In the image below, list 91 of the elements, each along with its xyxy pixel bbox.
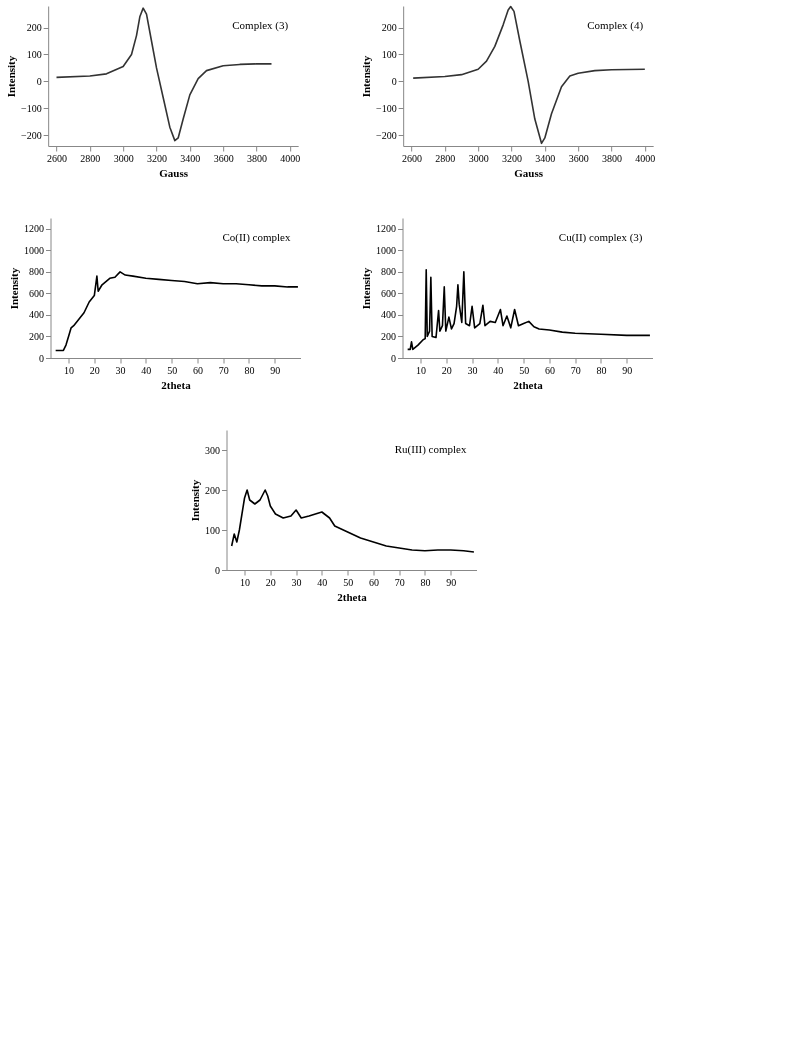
x-tick-label: 80 bbox=[596, 364, 607, 376]
x-axis-title: Gauss bbox=[159, 166, 189, 179]
x-tick-label: 20 bbox=[441, 364, 452, 376]
y-tick-label: 200 bbox=[381, 330, 396, 342]
y-axis-title: Intensity bbox=[189, 479, 201, 522]
y-axis-title: Intensity bbox=[5, 55, 18, 98]
y-tick-label: −200 bbox=[21, 129, 42, 141]
y-tick-label: 0 bbox=[215, 564, 220, 576]
x-tick-label: 80 bbox=[420, 576, 431, 588]
y-tick-label: 600 bbox=[381, 287, 396, 299]
annotation: Co(II) complex bbox=[222, 231, 291, 244]
y-tick-label: 100 bbox=[381, 48, 397, 60]
x-tick-label: 3400 bbox=[180, 152, 201, 164]
x-tick-label: 3600 bbox=[568, 152, 589, 164]
x-tick-label: 10 bbox=[416, 364, 427, 376]
x-tick-label: 2800 bbox=[435, 152, 456, 164]
x-tick-label: 2600 bbox=[402, 152, 422, 164]
x-tick-label: 3200 bbox=[502, 152, 522, 164]
x-tick-label: 30 bbox=[467, 364, 478, 376]
line-series bbox=[412, 5, 646, 145]
y-tick-label: 200 bbox=[26, 22, 42, 34]
x-tick-label: 3000 bbox=[468, 152, 489, 164]
x-tick-label: 70 bbox=[394, 576, 405, 588]
y-tick-label: 0 bbox=[391, 75, 397, 87]
line-series bbox=[406, 268, 651, 351]
line-series bbox=[230, 489, 475, 553]
y-tick-label: −100 bbox=[21, 102, 42, 114]
line-series bbox=[54, 271, 299, 352]
y-tick-label: 200 bbox=[381, 22, 397, 34]
x-tick-label: 3000 bbox=[113, 152, 134, 164]
x-tick-label: 80 bbox=[244, 364, 255, 376]
x-tick-label: 40 bbox=[141, 364, 152, 376]
x-tick-label: 2600 bbox=[47, 152, 67, 164]
y-tick-label: 200 bbox=[29, 330, 44, 342]
x-tick-label: 60 bbox=[544, 364, 555, 376]
x-tick-label: 3800 bbox=[247, 152, 267, 164]
x-tick-label: 40 bbox=[317, 576, 328, 588]
y-tick-label: 1200 bbox=[376, 223, 396, 235]
x-tick-label: 2800 bbox=[80, 152, 101, 164]
x-tick-label: 10 bbox=[240, 576, 251, 588]
x-tick-label: 90 bbox=[622, 364, 633, 376]
x-tick-label: 3600 bbox=[213, 152, 234, 164]
x-tick-label: 4000 bbox=[280, 152, 301, 164]
x-tick-label: 20 bbox=[265, 576, 276, 588]
annotation: Cu(II) complex (3) bbox=[558, 231, 643, 244]
y-tick-label: 600 bbox=[29, 287, 44, 299]
y-tick-label: −200 bbox=[376, 129, 397, 141]
y-tick-label: 1000 bbox=[376, 244, 396, 256]
x-tick-label: 3400 bbox=[535, 152, 556, 164]
y-tick-label: 400 bbox=[381, 309, 396, 321]
y-tick-label: 300 bbox=[205, 444, 220, 456]
y-tick-label: 100 bbox=[26, 48, 42, 60]
annotation: Complex (3) bbox=[232, 19, 289, 32]
x-tick-label: 4000 bbox=[635, 152, 656, 164]
y-tick-label: 200 bbox=[205, 484, 220, 496]
x-tick-label: 90 bbox=[446, 576, 457, 588]
x-tick-label: 60 bbox=[368, 576, 379, 588]
x-axis-title: 2theta bbox=[337, 590, 368, 603]
x-tick-label: 60 bbox=[192, 364, 203, 376]
x-tick-label: 50 bbox=[519, 364, 530, 376]
y-axis-title: Intensity bbox=[360, 267, 372, 310]
y-tick-label: 1000 bbox=[24, 244, 44, 256]
x-tick-label: 10 bbox=[64, 364, 75, 376]
x-axis-title: 2theta bbox=[513, 378, 544, 391]
y-tick-label: 800 bbox=[381, 266, 396, 278]
x-tick-label: 3200 bbox=[147, 152, 167, 164]
x-tick-label: 20 bbox=[89, 364, 100, 376]
y-tick-label: 0 bbox=[39, 352, 44, 364]
x-tick-label: 70 bbox=[570, 364, 581, 376]
y-tick-label: 100 bbox=[205, 524, 220, 536]
annotation: Ru(III) complex bbox=[394, 443, 467, 456]
line-series bbox=[55, 7, 273, 142]
x-tick-label: 50 bbox=[167, 364, 178, 376]
y-tick-label: 1200 bbox=[24, 223, 44, 235]
y-axis-title: Intensity bbox=[360, 55, 373, 98]
y-axis-title: Intensity bbox=[8, 267, 20, 310]
x-tick-label: 70 bbox=[218, 364, 229, 376]
x-axis-title: 2theta bbox=[161, 378, 192, 391]
annotation: Complex (4) bbox=[587, 19, 644, 32]
y-tick-label: 800 bbox=[29, 266, 44, 278]
y-tick-label: 400 bbox=[29, 309, 44, 321]
y-tick-label: −100 bbox=[376, 102, 397, 114]
y-tick-label: 0 bbox=[391, 352, 396, 364]
x-tick-label: 90 bbox=[270, 364, 281, 376]
x-axis-title: Gauss bbox=[514, 166, 544, 179]
y-tick-label: 0 bbox=[36, 75, 42, 87]
x-tick-label: 50 bbox=[343, 576, 354, 588]
x-tick-label: 30 bbox=[115, 364, 126, 376]
x-tick-label: 3800 bbox=[602, 152, 622, 164]
x-tick-label: 30 bbox=[291, 576, 302, 588]
x-tick-label: 40 bbox=[493, 364, 504, 376]
